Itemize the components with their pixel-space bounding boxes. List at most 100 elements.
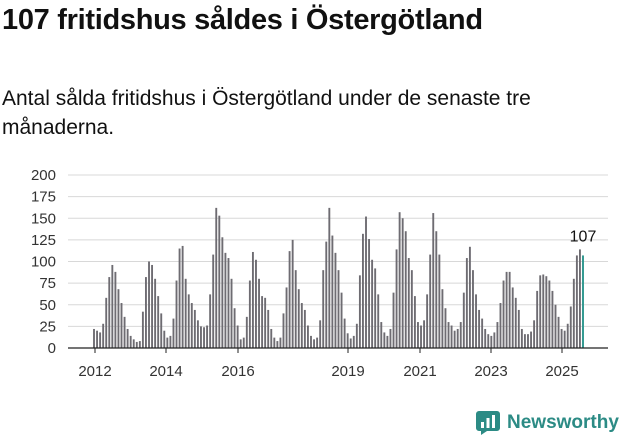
bar	[212, 254, 215, 348]
bar	[563, 330, 566, 348]
bar	[560, 328, 563, 348]
bar	[221, 237, 224, 348]
bar	[527, 334, 529, 348]
y-tick-label: 75	[39, 275, 56, 292]
bar	[340, 292, 343, 348]
bar	[365, 216, 367, 348]
bar	[239, 339, 242, 348]
bar	[389, 328, 392, 348]
bar	[178, 248, 181, 348]
bar	[93, 328, 95, 348]
bar	[282, 313, 285, 348]
bar	[276, 341, 279, 348]
bar	[465, 258, 468, 348]
bar	[288, 251, 291, 348]
bar	[251, 251, 254, 348]
bar	[447, 322, 450, 348]
bar	[172, 318, 175, 348]
bar	[135, 341, 138, 348]
bar	[502, 280, 505, 348]
bar	[496, 322, 499, 348]
bar	[187, 294, 190, 348]
bar	[108, 277, 111, 348]
bar	[303, 309, 306, 348]
bar	[472, 270, 474, 348]
bar	[548, 280, 551, 348]
bar	[459, 322, 462, 348]
bar	[151, 264, 154, 348]
bar	[285, 287, 288, 348]
bar	[215, 207, 218, 348]
bar	[554, 304, 557, 348]
newsworthy-brand: Newsworthy	[475, 408, 619, 438]
bar	[193, 309, 196, 348]
bar	[102, 323, 105, 348]
bar	[132, 339, 135, 348]
y-tick-label: 25	[39, 318, 56, 335]
bar	[230, 278, 233, 348]
bar	[291, 239, 294, 349]
bar-highlight	[582, 255, 584, 348]
bar	[145, 277, 147, 348]
bar	[190, 303, 193, 348]
bar	[141, 311, 144, 348]
x-tick-label: 2016	[221, 363, 254, 380]
bar	[475, 294, 477, 348]
bar	[432, 213, 435, 348]
bar	[444, 308, 447, 348]
bar	[429, 254, 432, 348]
bar	[138, 341, 141, 348]
bar	[343, 318, 346, 348]
bar	[438, 254, 441, 348]
bar	[169, 335, 172, 348]
bar	[297, 289, 300, 348]
bar	[377, 294, 380, 348]
bar	[316, 337, 319, 348]
bar	[468, 246, 471, 348]
bar	[423, 320, 426, 348]
bar	[203, 327, 205, 348]
y-tick-label: 200	[31, 167, 56, 184]
bar	[227, 258, 230, 348]
bar	[325, 241, 328, 348]
bar	[294, 270, 297, 348]
bar	[413, 296, 416, 348]
bar	[99, 332, 102, 348]
bar	[126, 328, 129, 348]
y-tick-label: 0	[48, 340, 56, 357]
bar	[129, 335, 132, 348]
bar	[410, 270, 413, 348]
bar	[200, 326, 202, 349]
bar	[355, 323, 358, 348]
bar	[493, 332, 496, 348]
bar	[264, 297, 267, 348]
bar	[331, 235, 334, 348]
bar	[322, 270, 325, 348]
bar	[123, 316, 126, 348]
bar	[530, 331, 532, 348]
x-tick-label: 2021	[403, 363, 436, 380]
bar	[417, 322, 419, 348]
y-tick-label: 50	[39, 297, 56, 314]
bar	[148, 261, 150, 348]
bar	[407, 258, 410, 348]
bar	[404, 231, 407, 348]
bar	[319, 320, 322, 348]
x-tick-label: 2014	[149, 363, 182, 380]
bar	[499, 303, 502, 348]
bar	[450, 325, 453, 348]
bar	[542, 274, 545, 348]
bar	[374, 268, 377, 348]
bar	[328, 207, 331, 348]
bar	[398, 212, 401, 348]
bar	[536, 290, 539, 348]
bar	[517, 309, 520, 348]
bar	[196, 320, 199, 348]
bar	[117, 289, 120, 348]
bar	[245, 316, 248, 348]
chart-subtitle: Antal sålda fritidshus i Östergötland un…	[2, 87, 531, 139]
bar	[224, 252, 227, 348]
bar	[337, 270, 340, 348]
bar	[166, 337, 169, 348]
